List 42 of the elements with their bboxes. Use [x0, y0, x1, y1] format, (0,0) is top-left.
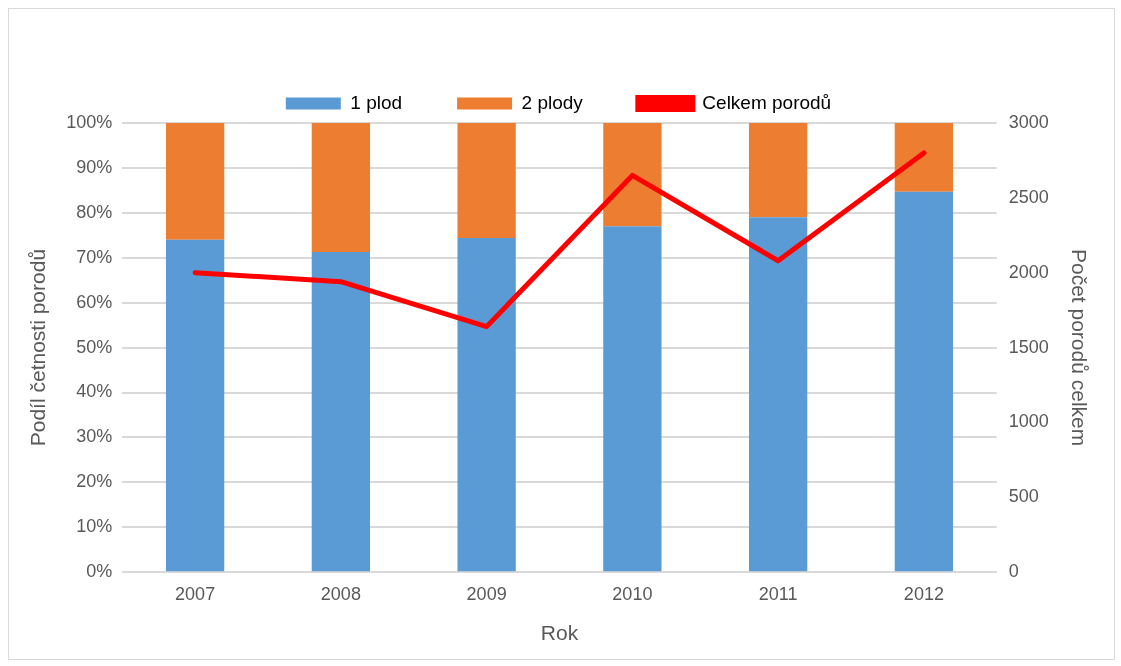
y-tick-label: 80% — [76, 201, 113, 222]
bar — [748, 123, 808, 218]
x-tick-label: 2008 — [320, 583, 361, 604]
bar — [894, 123, 954, 192]
y-tick-label: 50% — [76, 336, 113, 357]
x-axis-title: Rok — [540, 621, 579, 645]
y2-tick-label: 2500 — [1008, 186, 1049, 207]
y-tick-label: 60% — [76, 291, 113, 312]
y2-tick-label: 3000 — [1008, 111, 1049, 132]
y2-tick-label: 1500 — [1008, 336, 1049, 357]
y2-axis-title: Počet porodů celkem — [1067, 248, 1091, 447]
bar — [457, 238, 516, 572]
y-tick-label: 90% — [76, 156, 113, 177]
bar — [748, 217, 808, 572]
y2-tick-label: 500 — [1008, 486, 1039, 507]
bar — [165, 239, 225, 572]
bar — [894, 191, 954, 572]
y-tick-label: 100% — [66, 111, 113, 132]
y-tick-label: 20% — [76, 471, 113, 492]
bar — [603, 226, 662, 572]
y-tick-label: 40% — [76, 381, 113, 402]
x-tick-label: 2007 — [175, 583, 216, 604]
y-tick-label: 0% — [86, 561, 113, 582]
x-tick-label: 2012 — [903, 583, 944, 604]
legend-label: 1 plod — [350, 91, 403, 113]
bar — [311, 251, 371, 572]
y2-tick-label: 0 — [1008, 561, 1019, 582]
legend-label: Celkem porodů — [702, 91, 832, 113]
y2-tick-label: 2000 — [1008, 261, 1049, 282]
y-axis-title: Podíl četnosti porodů — [26, 248, 50, 447]
bar — [603, 123, 662, 227]
y-tick-label: 10% — [76, 516, 113, 537]
x-tick-label: 2009 — [466, 583, 507, 604]
bar — [457, 123, 516, 238]
x-tick-label: 2010 — [612, 583, 653, 604]
legend-label: 2 plody — [521, 91, 584, 113]
y-tick-label: 30% — [76, 426, 113, 447]
y2-tick-label: 1000 — [1008, 411, 1049, 432]
x-tick-label: 2011 — [758, 583, 798, 604]
y-tick-label: 70% — [76, 246, 113, 267]
bar — [165, 123, 225, 240]
bar — [311, 123, 371, 252]
